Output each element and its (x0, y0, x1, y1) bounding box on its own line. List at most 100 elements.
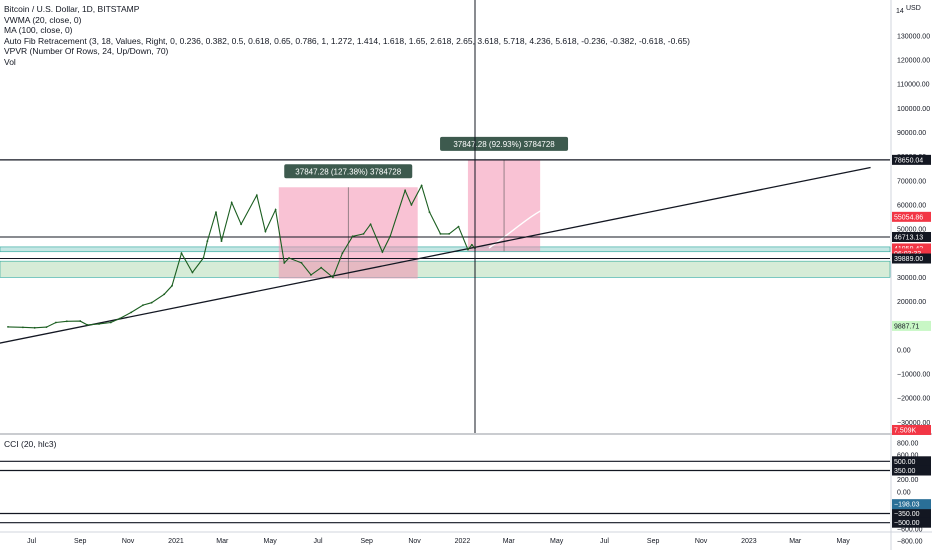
trendline[interactable] (0, 166, 871, 345)
price-point (7, 325, 9, 328)
cci-legend[interactable]: CCI (20, hlc3) (4, 439, 57, 449)
price-point (381, 251, 384, 253)
price-tick-label: 110000.00 (897, 82, 930, 89)
price-point (220, 240, 223, 243)
price-tag-label: 9887.71 (894, 323, 919, 330)
price-tick-label: 50000.00 (897, 227, 926, 234)
price-point (86, 324, 89, 326)
price-tick-label: 14 (896, 8, 904, 15)
price-point (202, 257, 205, 259)
currency-label: USD (906, 5, 921, 12)
price-tick-label: 60000.00 (897, 202, 926, 209)
price-point (264, 230, 267, 233)
cci-current-tag (892, 499, 931, 510)
indicator-vpvr[interactable]: VPVR (Number Of Rows, 24, Up/Down, 70) (4, 46, 169, 57)
cci-tick-label: 800.00 (897, 440, 919, 447)
indicator-ma[interactable]: MA (100, close, 0) (4, 25, 73, 36)
time-tick-label: Nov (122, 538, 135, 545)
cci-level-label: −500.00 (894, 520, 920, 527)
price-tag (892, 154, 931, 165)
projection-arrowhead (597, 170, 609, 181)
measure-label: 37847.28 (127.38%) 3784728 (295, 167, 401, 176)
support-zone[interactable] (0, 260, 891, 278)
cci-level-label: 350.00 (894, 468, 916, 475)
price-point (142, 304, 144, 307)
indicator-vwma[interactable]: VWMA (20, close, 0) (4, 14, 82, 25)
price-tick-label: 90000.00 (897, 130, 926, 137)
price-point (65, 320, 68, 323)
time-tick-label: Mar (503, 538, 516, 545)
price-tick-label: 100000.00 (897, 106, 930, 113)
time-tick-label: Nov (695, 538, 708, 545)
price-point (420, 184, 423, 187)
price-point (150, 301, 153, 304)
time-tick-label: 2023 (741, 538, 757, 545)
price-tag-label: 78650.04 (894, 157, 923, 164)
price-tick-label: 70000.00 (897, 178, 926, 185)
price-point (320, 266, 323, 269)
price-point (410, 204, 413, 206)
cci-tick-label: 0.00 (897, 490, 911, 497)
symbol-title[interactable]: Bitcoin / U.S. Dollar, 1D, BITSTAMP (4, 4, 140, 14)
price-point (22, 326, 24, 329)
price-point (118, 317, 121, 320)
price-point (109, 321, 112, 324)
price-tag-label: 46713.13 (894, 234, 923, 241)
cci-level-tag (892, 508, 931, 519)
price-tick-label: 130000.00 (897, 33, 930, 40)
indicator-fib[interactable]: Auto Fib Retracement (3, 18, Values, Rig… (4, 35, 690, 46)
cci-tick-label: 600.00 (897, 453, 919, 460)
cci-level-tag (892, 465, 931, 476)
price-tag (892, 211, 931, 222)
price-point (428, 211, 431, 214)
support-zone[interactable] (0, 246, 891, 253)
price-point (33, 326, 36, 329)
price-tick-label: 120000.00 (897, 58, 930, 65)
time-tick-label: Jul (314, 538, 323, 545)
projection-arrow (488, 171, 608, 249)
time-tick-label: Mar (789, 538, 802, 545)
price-point (230, 201, 233, 204)
time-tick-label: May (550, 538, 564, 545)
cci-level-tag (892, 517, 931, 528)
price-point (369, 223, 372, 226)
price-point (467, 248, 469, 251)
price-tag (892, 231, 931, 242)
time-tick-label: May (836, 538, 850, 545)
time-tick-label: May (264, 538, 278, 545)
price-point (470, 243, 473, 246)
price-tick-label: 0.00 (897, 347, 911, 354)
price-point (332, 276, 334, 279)
time-tick-label: Jul (600, 538, 609, 545)
price-point (191, 271, 194, 274)
indicator-vol[interactable]: Vol (4, 56, 16, 67)
price-tag-label: 7.509K (894, 427, 917, 434)
price-point (362, 232, 365, 235)
price-point (288, 257, 290, 259)
price-point (310, 274, 312, 276)
time-tick-label: Nov (408, 538, 421, 545)
price-point (389, 235, 392, 238)
price-point (274, 208, 277, 211)
price-point (240, 223, 243, 226)
measure-label-bg (284, 164, 413, 179)
time-tick-label: Sep (360, 538, 373, 545)
price-point (439, 232, 442, 235)
price-point (404, 189, 407, 192)
time-tick-label: Sep (74, 538, 87, 545)
price-tag (892, 248, 931, 259)
cci-level-tag (892, 456, 931, 467)
price-tag (892, 320, 931, 331)
cci-tick-label: 200.00 (897, 477, 919, 484)
price-point (180, 252, 183, 255)
measure-label: 37847.28 (92.93%) 3784728 (453, 140, 555, 149)
cci-tick-label: −600.00 (897, 526, 923, 533)
time-tick-label: Jul (27, 538, 36, 545)
price-tag-label: 55054.86 (894, 214, 923, 221)
price-tag-label: 39889.00 (894, 256, 923, 263)
price-point (448, 232, 450, 235)
price-point (215, 211, 217, 214)
price-tick-label: 30000.00 (897, 275, 926, 282)
price-point (130, 311, 133, 314)
